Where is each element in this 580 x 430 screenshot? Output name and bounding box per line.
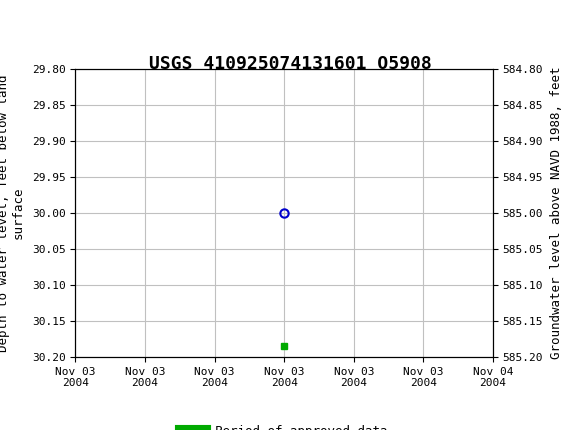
Y-axis label: Groundwater level above NAVD 1988, feet: Groundwater level above NAVD 1988, feet xyxy=(550,67,563,359)
Legend: Period of approved data: Period of approved data xyxy=(176,420,393,430)
Y-axis label: Depth to water level, feet below land
surface: Depth to water level, feet below land su… xyxy=(0,74,25,352)
Text: USGS 410925074131601 O5908: USGS 410925074131601 O5908 xyxy=(148,55,432,73)
Text: ╳USGS: ╳USGS xyxy=(12,15,70,37)
